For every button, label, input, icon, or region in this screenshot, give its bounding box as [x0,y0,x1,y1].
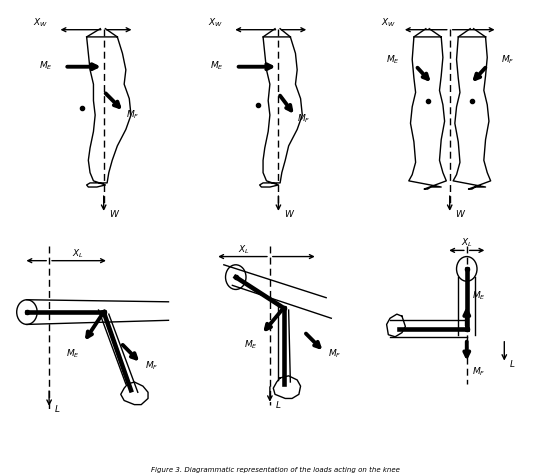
Text: $M_F$: $M_F$ [297,113,311,125]
Text: $M_F$: $M_F$ [145,359,158,372]
Text: $X_W$: $X_W$ [33,16,48,28]
Text: $L$: $L$ [509,358,516,369]
Text: $W$: $W$ [455,208,466,219]
Text: $M_F$: $M_F$ [472,366,486,378]
Text: $X_L$: $X_L$ [72,247,84,260]
Text: $L$: $L$ [54,403,60,414]
Text: $X_L$: $X_L$ [461,237,472,249]
Text: $L$: $L$ [275,399,282,410]
Text: $M_F$: $M_F$ [501,53,514,66]
Text: $M_E$: $M_E$ [39,59,52,72]
Text: $X_W$: $X_W$ [381,16,396,28]
Text: $W$: $W$ [109,208,120,219]
Text: $X_W$: $X_W$ [208,16,223,28]
Text: $M_E$: $M_E$ [210,59,224,72]
Text: $M_E$: $M_E$ [66,347,80,360]
Text: Figure 3. Diagrammatic representation of the loads acting on the knee: Figure 3. Diagrammatic representation of… [151,466,399,473]
Text: $M_E$: $M_E$ [472,289,486,302]
Text: $X_L$: $X_L$ [239,243,250,256]
Text: $W$: $W$ [284,208,295,219]
Text: $M_F$: $M_F$ [328,348,342,361]
Text: $M_F$: $M_F$ [126,109,139,121]
Text: $M_E$: $M_E$ [387,53,400,66]
Text: $M_E$: $M_E$ [244,339,258,352]
